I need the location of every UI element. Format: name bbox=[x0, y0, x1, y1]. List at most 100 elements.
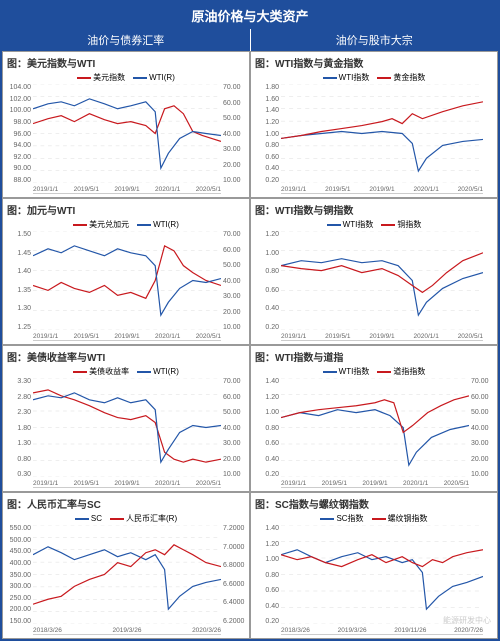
legend-label: 美元兑加元 bbox=[89, 220, 129, 229]
legend-label: 人民币汇率(R) bbox=[126, 514, 177, 523]
legend-swatch bbox=[137, 224, 151, 226]
chart-legend: WTI指数 铜指数 bbox=[253, 219, 495, 230]
chart-cell-1: 图：WTI指数与黄金指数 WTI指数 黄金指数 1.801.601.401.201.0… bbox=[250, 51, 498, 198]
legend-swatch bbox=[77, 77, 91, 79]
chart-title: 图：美债收益率与WTI bbox=[5, 349, 247, 364]
legend-item: 道指指数 bbox=[377, 366, 425, 377]
chart-plot-area: 1.501.451.401.351.301.252019/1/12019/5/1… bbox=[5, 231, 247, 341]
y-axis-right: 70.0060.0050.0040.0030.0020.0010.00 bbox=[469, 378, 495, 488]
dashboard-container: 原油价格与大类资产 油价与债券汇率 油价与股市大宗 图：美元指数与WTI 美元指数… bbox=[0, 0, 500, 641]
watermark: 能源研发中心 bbox=[443, 615, 491, 626]
legend-swatch bbox=[133, 77, 147, 79]
plot: 2019/1/12019/5/12019/9/12020/1/12020/5/1 bbox=[281, 231, 483, 341]
chart-cell-6: 图：人民币汇率与SC SC 人民币汇率(R) 550.00500.00450.0040… bbox=[2, 492, 250, 639]
legend-swatch bbox=[323, 371, 337, 373]
x-axis: 2018/3/262019/3/262020/3/26 bbox=[33, 627, 221, 634]
chart-title: 图：美元指数与WTI bbox=[5, 55, 247, 70]
legend-label: WTI(R) bbox=[149, 73, 175, 82]
legend-item: 铜指数 bbox=[381, 219, 421, 230]
legend-label: 道指指数 bbox=[393, 367, 425, 376]
legend-item: WTI指数 bbox=[323, 72, 370, 83]
y-axis-left: 3.302.802.301.801.300.800.30 bbox=[5, 378, 33, 488]
chart-legend: WTI指数 道指指数 bbox=[253, 366, 495, 377]
x-axis: 2019/1/12019/5/12019/9/12020/1/12020/5/1 bbox=[281, 333, 483, 340]
chart-plot-area: 1.801.601.401.201.000.800.600.400.202019… bbox=[253, 84, 495, 194]
legend-item: SC bbox=[75, 514, 102, 523]
chart-plot-area: 104.00102.00100.0098.0096.0094.0092.0090… bbox=[5, 84, 247, 194]
chart-legend: SC 人民币汇率(R) bbox=[5, 513, 247, 524]
legend-swatch bbox=[377, 77, 391, 79]
x-axis: 2019/1/12019/5/12019/9/12020/1/12020/5/1 bbox=[281, 186, 483, 193]
legend-swatch bbox=[327, 224, 341, 226]
chart-legend: 美元指数 WTI(R) bbox=[5, 72, 247, 83]
legend-item: WTI(R) bbox=[137, 367, 179, 376]
legend-swatch bbox=[110, 518, 124, 520]
charts-grid: 图：美元指数与WTI 美元指数 WTI(R) 104.00102.00100.0098… bbox=[2, 51, 498, 639]
legend-label: 铜指数 bbox=[397, 220, 421, 229]
legend-item: SC指数 bbox=[320, 513, 363, 524]
legend-item: 螺纹钢指数 bbox=[372, 513, 428, 524]
legend-swatch bbox=[381, 224, 395, 226]
chart-plot-area: 1.401.201.000.800.600.400.202019/1/12019… bbox=[253, 378, 495, 488]
legend-label: 螺纹钢指数 bbox=[388, 514, 428, 523]
x-axis: 2019/1/12019/5/12019/9/12020/1/12020/5/1 bbox=[33, 480, 221, 487]
legend-swatch bbox=[320, 518, 334, 520]
chart-plot-area: 3.302.802.301.801.300.800.302019/1/12019… bbox=[5, 378, 247, 488]
x-axis: 2018/3/262019/3/262019/11/262020/7/26 bbox=[281, 627, 483, 634]
chart-legend: SC指数 螺纹钢指数 bbox=[253, 513, 495, 524]
legend-item: WTI(R) bbox=[133, 73, 175, 82]
legend-swatch bbox=[377, 371, 391, 373]
legend-label: 美债收益率 bbox=[89, 367, 129, 376]
legend-item: 美债收益率 bbox=[73, 366, 129, 377]
legend-swatch bbox=[323, 77, 337, 79]
plot: 2019/1/12019/5/12019/9/12020/1/12020/5/1 bbox=[33, 84, 221, 194]
legend-label: SC bbox=[91, 514, 102, 523]
chart-title: 图：SC指数与螺纹钢指数 bbox=[253, 496, 495, 511]
plot: 2019/1/12019/5/12019/9/12020/1/12020/5/1 bbox=[281, 378, 469, 488]
y-axis-left: 550.00500.00450.00400.00350.00300.00250.… bbox=[5, 525, 33, 635]
legend-label: WTI指数 bbox=[339, 73, 370, 82]
legend-item: WTI指数 bbox=[327, 219, 374, 230]
legend-label: 美元指数 bbox=[93, 73, 125, 82]
x-axis: 2019/1/12019/5/12019/9/12020/1/12020/5/1 bbox=[281, 480, 469, 487]
plot: 2019/1/12019/5/12019/9/12020/1/12020/5/1 bbox=[33, 378, 221, 488]
legend-label: SC指数 bbox=[336, 514, 363, 523]
chart-cell-0: 图：美元指数与WTI 美元指数 WTI(R) 104.00102.00100.0098… bbox=[2, 51, 250, 198]
legend-item: 黄金指数 bbox=[377, 72, 425, 83]
legend-item: WTI指数 bbox=[323, 366, 370, 377]
legend-swatch bbox=[73, 224, 87, 226]
y-axis-right: 70.0060.0050.0040.0030.0020.0010.00 bbox=[221, 84, 247, 194]
y-axis-left: 1.801.601.401.201.000.800.600.400.20 bbox=[253, 84, 281, 194]
y-axis-right: 70.0060.0050.0040.0030.0020.0010.00 bbox=[221, 378, 247, 488]
y-axis-right: 70.0060.0050.0040.0030.0020.0010.00 bbox=[221, 231, 247, 341]
legend-swatch bbox=[73, 371, 87, 373]
plot: 2019/1/12019/5/12019/9/12020/1/12020/5/1 bbox=[33, 231, 221, 341]
chart-legend: 美债收益率 WTI(R) bbox=[5, 366, 247, 377]
chart-cell-3: 图：WTI指数与铜指数 WTI指数 铜指数 1.201.000.800.600.400… bbox=[250, 198, 498, 345]
y-axis-left: 104.00102.00100.0098.0096.0094.0092.0090… bbox=[5, 84, 33, 194]
chart-title: 图：WTI指数与铜指数 bbox=[253, 202, 495, 217]
legend-swatch bbox=[75, 518, 89, 520]
y-axis-left: 1.501.451.401.351.301.25 bbox=[5, 231, 33, 341]
chart-title: 图：WTI指数与黄金指数 bbox=[253, 55, 495, 70]
chart-plot-area: 1.201.000.800.600.400.202019/1/12019/5/1… bbox=[253, 231, 495, 341]
column-headers-row: 油价与债券汇率 油价与股市大宗 bbox=[2, 29, 498, 51]
legend-item: 人民币汇率(R) bbox=[110, 513, 177, 524]
chart-title: 图：人民币汇率与SC bbox=[5, 496, 247, 511]
legend-item: 美元兑加元 bbox=[73, 219, 129, 230]
legend-label: 黄金指数 bbox=[393, 73, 425, 82]
chart-title: 图：WTI指数与道指 bbox=[253, 349, 495, 364]
y-axis-left: 1.401.201.000.800.600.400.20 bbox=[253, 525, 281, 635]
chart-cell-4: 图：美债收益率与WTI 美债收益率 WTI(R) 3.302.802.301.801.… bbox=[2, 345, 250, 492]
chart-title: 图：加元与WTI bbox=[5, 202, 247, 217]
legend-label: WTI指数 bbox=[343, 220, 374, 229]
x-axis: 2019/1/12019/5/12019/9/12020/1/12020/5/1 bbox=[33, 333, 221, 340]
y-axis-right: 7.20007.00006.80006.60006.40006.2000 bbox=[221, 525, 247, 635]
legend-label: WTI(R) bbox=[153, 220, 179, 229]
legend-label: WTI指数 bbox=[339, 367, 370, 376]
col-header-right: 油价与股市大宗 bbox=[251, 29, 499, 51]
chart-legend: WTI指数 黄金指数 bbox=[253, 72, 495, 83]
legend-label: WTI(R) bbox=[153, 367, 179, 376]
main-title: 原油价格与大类资产 bbox=[2, 2, 498, 29]
legend-item: 美元指数 bbox=[77, 72, 125, 83]
